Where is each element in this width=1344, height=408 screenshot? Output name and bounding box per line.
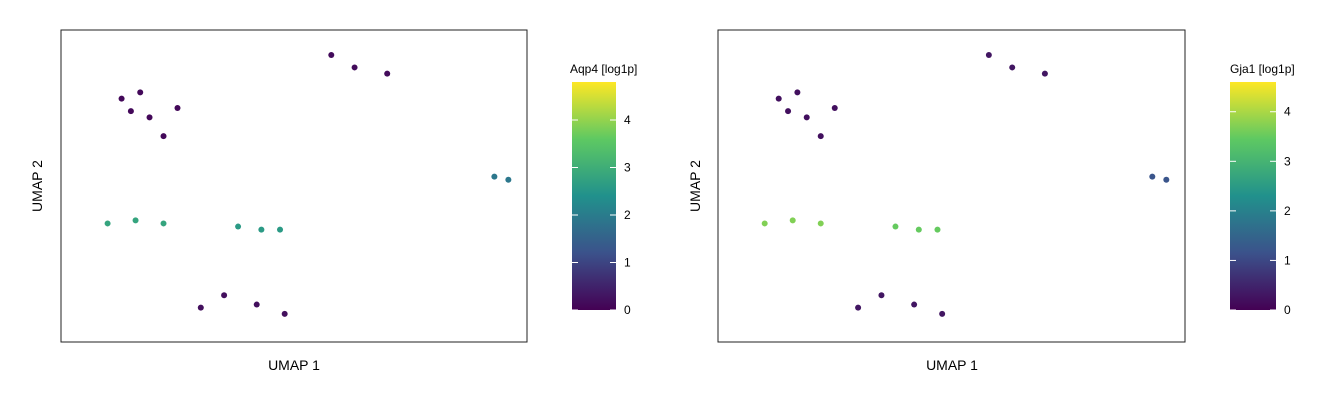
data-point bbox=[104, 220, 111, 227]
data-point bbox=[235, 223, 242, 230]
plot-frame bbox=[717, 29, 1186, 343]
data-point bbox=[281, 310, 288, 317]
colorbar-tick-label: 3 bbox=[624, 161, 631, 175]
data-point bbox=[817, 220, 824, 227]
data-point bbox=[505, 176, 512, 183]
data-point bbox=[915, 226, 922, 233]
data-point bbox=[855, 304, 862, 311]
x-axis-label: UMAP 1 bbox=[268, 357, 320, 373]
colorbar-title: Gja1 [log1p] bbox=[1230, 62, 1295, 76]
scatter-points bbox=[104, 51, 512, 317]
data-point bbox=[1041, 70, 1048, 77]
data-point bbox=[197, 304, 204, 311]
data-point bbox=[892, 223, 899, 230]
scatter-points bbox=[761, 51, 1170, 317]
data-point bbox=[794, 89, 801, 96]
colorbar-tick-label: 1 bbox=[624, 256, 631, 270]
data-point bbox=[785, 108, 792, 115]
umap-panel-2: UMAP 1 UMAP 2 Gja1 [log1p] 0 1 2 3 4 bbox=[687, 29, 1295, 373]
data-point bbox=[831, 105, 838, 111]
colorbar-tick-label: 0 bbox=[624, 303, 631, 317]
plot-frame bbox=[60, 29, 528, 343]
data-point bbox=[775, 95, 782, 102]
data-point bbox=[118, 95, 125, 102]
data-point bbox=[253, 301, 260, 308]
data-point bbox=[1149, 173, 1156, 180]
colorbar-tick-label: 3 bbox=[1284, 154, 1291, 168]
data-point bbox=[351, 64, 358, 71]
colorbar-tick-label: 2 bbox=[1284, 204, 1291, 218]
data-point bbox=[221, 292, 228, 299]
colorbar-ticks: 0 1 2 3 4 bbox=[572, 113, 631, 317]
data-point bbox=[934, 226, 941, 233]
data-point bbox=[137, 89, 144, 96]
data-point bbox=[911, 301, 918, 308]
data-point bbox=[1009, 64, 1016, 71]
data-point bbox=[384, 70, 391, 77]
colorbar-ticks: 0 1 2 3 4 bbox=[1230, 105, 1291, 317]
umap-panel-1: UMAP 1 UMAP 2 Aqp4 [log1p] 0 1 2 3 4 bbox=[29, 29, 637, 373]
colorbar bbox=[572, 82, 616, 310]
data-point bbox=[803, 114, 810, 121]
data-point bbox=[761, 220, 768, 227]
data-point bbox=[789, 217, 796, 224]
colorbar-tick-label: 0 bbox=[1284, 303, 1291, 317]
data-point bbox=[146, 114, 153, 121]
data-point bbox=[174, 105, 181, 111]
colorbar-tick-label: 4 bbox=[1284, 105, 1291, 119]
data-point bbox=[160, 220, 167, 227]
data-point bbox=[328, 51, 335, 58]
data-point bbox=[939, 310, 946, 317]
colorbar-tick-label: 1 bbox=[1284, 253, 1291, 267]
y-axis-label: UMAP 2 bbox=[29, 160, 45, 212]
data-point bbox=[127, 108, 134, 115]
data-point bbox=[277, 226, 284, 233]
data-point bbox=[491, 173, 498, 180]
data-point bbox=[1163, 176, 1170, 183]
x-axis-label: UMAP 1 bbox=[926, 357, 978, 373]
data-point bbox=[817, 133, 824, 140]
colorbar-title: Aqp4 [log1p] bbox=[570, 62, 637, 76]
colorbar-tick-label: 2 bbox=[624, 208, 631, 222]
data-point bbox=[985, 51, 992, 58]
y-axis-label: UMAP 2 bbox=[687, 160, 703, 212]
colorbar bbox=[1230, 82, 1276, 310]
colorbar-tick-label: 4 bbox=[624, 113, 631, 127]
data-point bbox=[132, 217, 139, 224]
data-point bbox=[878, 292, 885, 299]
data-point bbox=[258, 226, 265, 233]
data-point bbox=[160, 133, 167, 140]
